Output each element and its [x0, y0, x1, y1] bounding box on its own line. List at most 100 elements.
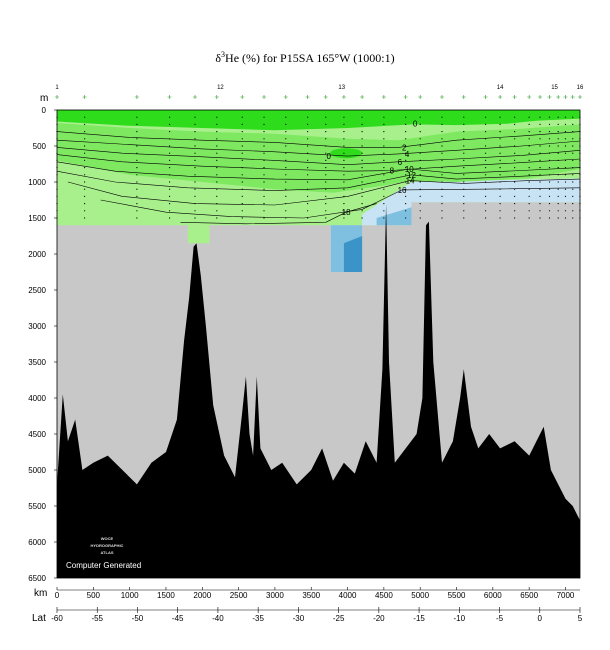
sample-dot: [463, 159, 465, 161]
station-tick: [538, 95, 543, 99]
station-tick: [167, 95, 172, 99]
sample-dot: [194, 138, 196, 140]
station-tick: [547, 95, 552, 99]
sample-dot: [383, 210, 385, 212]
sample-dot: [307, 203, 309, 205]
sample-dot: [499, 138, 501, 140]
sample-dot: [263, 123, 265, 125]
sample-dot: [405, 217, 407, 219]
watermark-line1: WOCE: [101, 536, 114, 541]
sample-dot: [216, 116, 218, 118]
distance-tick-label: 6000: [484, 591, 502, 600]
sample-dot: [84, 217, 86, 219]
sample-dot: [383, 167, 385, 169]
sample-dot: [361, 167, 363, 169]
sample-dot: [564, 138, 567, 140]
sample-dot: [572, 159, 574, 161]
sample-dot: [499, 145, 501, 147]
sample-dot: [168, 210, 171, 212]
sample-dot: [383, 203, 385, 205]
sample-dot: [514, 188, 516, 190]
sample-dot: [528, 167, 530, 169]
sample-dot: [514, 195, 516, 197]
sample-dot: [194, 152, 196, 154]
sample-dot: [463, 174, 465, 176]
sample-dot: [528, 138, 530, 140]
sample-dot: [361, 203, 363, 205]
depth-tick-label: 0: [42, 106, 47, 115]
watermark-line3: ATLAS: [100, 550, 113, 555]
sample-dot: [307, 145, 309, 147]
sample-dot: [325, 210, 327, 212]
sample-dot: [216, 203, 218, 205]
eddy-zero: [330, 148, 363, 159]
sample-dot: [557, 188, 559, 190]
lat-tick-label: 5: [578, 614, 583, 623]
sample-dot: [168, 145, 171, 147]
sample-dot: [499, 167, 501, 169]
sample-dot: [325, 152, 327, 154]
lat-tick-label: -20: [373, 614, 385, 623]
lat-tick-label: -30: [293, 614, 305, 623]
station-label: 1: [55, 85, 59, 91]
sample-dot: [343, 210, 345, 212]
sample-dot: [136, 145, 138, 147]
sample-dot: [499, 195, 501, 197]
sample-dot: [557, 145, 559, 147]
contour-line-5: [56, 170, 581, 191]
sample-dot: [514, 217, 516, 219]
sample-dot: [405, 152, 407, 154]
sample-dot: [168, 181, 171, 183]
sample-dot: [564, 174, 567, 176]
sample-dot: [564, 116, 567, 118]
sample-dot: [564, 203, 567, 205]
sample-dot: [84, 181, 86, 183]
sample-dot: [572, 131, 574, 133]
sample-dot: [499, 210, 501, 212]
chart-title: δ3He (%) for P15SA 165°W (1000:1): [215, 50, 395, 65]
sample-dot: [343, 195, 345, 197]
sample-dot: [557, 131, 559, 133]
depth-tick-label: 2000: [28, 250, 46, 259]
sample-dot: [84, 188, 86, 190]
distance-tick-label: 500: [87, 591, 101, 600]
sample-dot: [514, 145, 516, 147]
sample-dot: [514, 174, 516, 176]
sample-dot: [216, 123, 218, 125]
sample-dot: [241, 174, 243, 176]
sample-dot: [168, 188, 171, 190]
sample-dot: [241, 203, 243, 205]
sample-dot: [263, 195, 265, 197]
sample-dot: [168, 131, 171, 133]
field-notch: [187, 225, 210, 244]
sample-dot: [325, 145, 327, 147]
sample-dot: [307, 116, 309, 118]
sample-dot: [325, 217, 327, 219]
sample-dot: [361, 131, 363, 133]
sample-dot: [285, 174, 287, 176]
sample-dot: [325, 138, 327, 140]
sample-dot: [528, 145, 530, 147]
sample-dot: [499, 181, 501, 183]
contour-line-6: [67, 178, 581, 206]
lat-tick-label: -35: [252, 614, 264, 623]
sample-dot: [419, 174, 421, 176]
sample-dot: [194, 131, 196, 133]
sample-dot: [405, 138, 407, 140]
sample-dot: [263, 217, 265, 219]
sample-dot: [572, 145, 574, 147]
sample-dot: [325, 116, 327, 118]
sample-dot: [84, 167, 86, 169]
sample-dot: [194, 210, 196, 212]
sample-dot: [441, 131, 443, 133]
sample-dot: [548, 181, 551, 183]
sample-dot: [194, 188, 196, 190]
station-tick: [527, 95, 532, 99]
sample-dot: [499, 174, 501, 176]
sample-dot: [84, 116, 86, 118]
sample-dot: [216, 138, 218, 140]
sample-dot: [463, 188, 465, 190]
sample-dot: [463, 210, 465, 212]
sample-dot: [194, 181, 196, 183]
sample-dot: [572, 123, 574, 125]
